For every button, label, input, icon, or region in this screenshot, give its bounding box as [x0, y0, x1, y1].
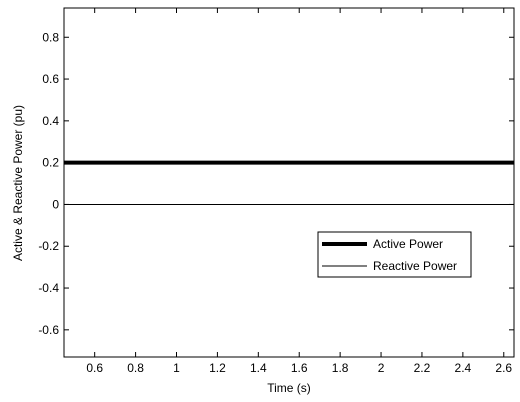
x-tick-label: 2.6 [495, 361, 512, 375]
x-tick-label: 2 [378, 361, 385, 375]
y-tick-label: -0.4 [38, 281, 59, 295]
x-tick-label: 2.2 [414, 361, 431, 375]
x-tick-label: 1.4 [250, 361, 267, 375]
y-tick-label: -0.6 [38, 323, 59, 337]
y-tick-label: -0.2 [38, 239, 59, 253]
x-tick-label: 1.6 [291, 361, 308, 375]
y-axis-title: Active & Reactive Power (pu) [11, 105, 25, 261]
axis-ticks: 0.6 0.8 1 1.2 1.4 1.6 1.8 2 2.2 2.4 2.6 -0.6 -0.4 -0.… [38, 8, 514, 375]
series-layer [64, 160, 514, 205]
legend-label-reactive-power: Reactive Power [373, 259, 457, 273]
legend-box [317, 231, 472, 278]
x-tick-label: 0.6 [86, 361, 103, 375]
y-tick-label: 0.8 [42, 30, 59, 44]
x-tick-label: 1.8 [332, 361, 349, 375]
legend-label-active-power: Active Power [373, 237, 443, 251]
plot-area [63, 7, 515, 358]
y-tick-label: 0.4 [42, 114, 59, 128]
y-tick-label: 0 [52, 197, 59, 211]
legend: Active Power Reactive Power [317, 231, 472, 278]
x-tick-label: 1 [173, 361, 180, 375]
x-tick-label: 1.2 [209, 361, 226, 375]
x-tick-label: 2.4 [455, 361, 472, 375]
x-axis-title: Time (s) [267, 381, 311, 395]
y-tick-label: 0.6 [42, 72, 59, 86]
x-tick-label: 0.8 [127, 361, 144, 375]
y-tick-label: 0.2 [42, 156, 59, 170]
